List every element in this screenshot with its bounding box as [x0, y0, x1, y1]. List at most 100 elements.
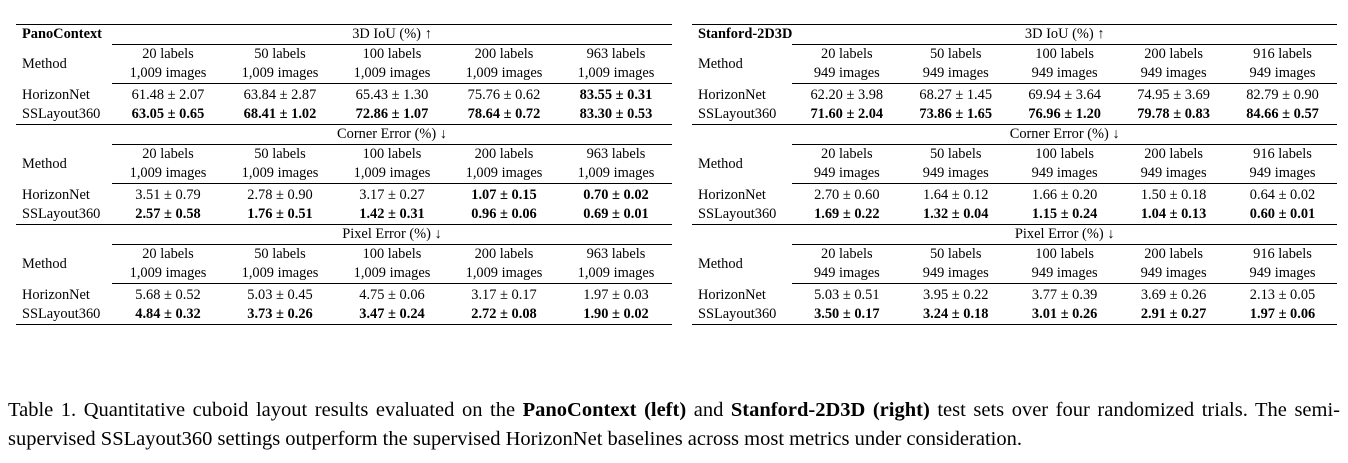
- column-labels: 50 labels: [929, 46, 982, 62]
- method-header: Method: [698, 55, 743, 72]
- metric-value: 75.76 ± 0.62: [467, 87, 541, 103]
- metric-value: 73.86 ± 1.65: [901, 105, 1011, 125]
- column-labels: 916 labels: [1253, 246, 1312, 262]
- column-images-row: 949 images 949 images 949 images 949 images…: [692, 164, 1337, 184]
- column-images: 1,009 images: [448, 64, 560, 84]
- column-labels: 50 labels: [254, 46, 306, 62]
- column-images: 1,009 images: [560, 64, 672, 84]
- column-images: 1,009 images: [448, 264, 560, 284]
- table-row: HorizonNet 3.51 ± 0.79 2.78 ± 0.90 3.17 ± 0…: [16, 186, 672, 205]
- metric-value: 1.97 ± 0.03: [583, 287, 649, 303]
- metric-title: 3D IoU (%) ↑: [792, 24, 1337, 45]
- column-images-row: 1,009 images 1,009 images 1,009 images 1,00…: [16, 264, 672, 284]
- method-name: SSLayout360: [692, 305, 793, 325]
- column-images-row: 949 images 949 images 949 images 949 images…: [692, 64, 1337, 84]
- empty-cell: [16, 225, 112, 245]
- column-labels: 50 labels: [929, 246, 982, 262]
- metric-value: 68.41 ± 1.02: [224, 105, 336, 125]
- column-images: 1,009 images: [336, 264, 448, 284]
- column-labels: 200 labels: [474, 46, 534, 62]
- results-tables: PanoContext 3D IoU (%) ↑ Method 20 labels 50…: [16, 24, 1337, 386]
- caption-right-dataset: Stanford-2D3D (right): [730, 399, 930, 421]
- metric-value: 68.27 ± 1.45: [919, 87, 993, 103]
- column-images: 949 images: [1010, 164, 1120, 184]
- panocontext-table: PanoContext 3D IoU (%) ↑ Method 20 labels 50…: [16, 24, 672, 325]
- column-label-row: Method 20 labels 50 labels 100 labels 200 la…: [16, 245, 672, 272]
- column-images-row: 1,009 images 1,009 images 1,009 images 1,00…: [16, 164, 672, 184]
- column-labels: 50 labels: [254, 246, 306, 262]
- column-images: 1,009 images: [112, 164, 224, 184]
- column-images: 949 images: [792, 164, 902, 184]
- column-images: 949 images: [901, 264, 1011, 284]
- column-images: 949 images: [792, 64, 902, 84]
- metric-value: 3.17 ± 0.27: [359, 187, 425, 203]
- column-labels: 963 labels: [586, 146, 646, 162]
- metric-value: 74.95 ± 3.69: [1137, 87, 1210, 103]
- table-row: HorizonNet 2.70 ± 0.60 1.64 ± 0.12 1.66 ± 0…: [692, 186, 1337, 205]
- metric-value: 69.94 ± 3.64: [1028, 87, 1101, 103]
- method-name: SSLayout360: [16, 205, 112, 225]
- column-images: 949 images: [1010, 64, 1120, 84]
- column-label-row: Method 20 labels 50 labels 100 labels 200 la…: [16, 145, 672, 172]
- column-labels: 20 labels: [821, 146, 873, 162]
- column-images-row: 1,009 images 1,009 images 1,009 images 1,00…: [16, 64, 672, 84]
- caption-text-1: Quantitative cuboid layout results evalu…: [83, 399, 516, 421]
- column-labels: 200 labels: [1144, 246, 1203, 262]
- metric-value: 83.55 ± 0.31: [579, 87, 653, 103]
- metric-header-row: PanoContext 3D IoU (%) ↑: [16, 24, 672, 45]
- method-header: Method: [22, 255, 67, 272]
- column-images: 1,009 images: [560, 164, 672, 184]
- metric-value: 1.32 ± 0.04: [901, 205, 1011, 225]
- column-images: 1,009 images: [560, 264, 672, 284]
- method-name: SSLayout360: [692, 105, 793, 125]
- metric-header-row: Corner Error (%) ↓: [16, 124, 672, 145]
- metric-value: 0.70 ± 0.02: [583, 187, 649, 203]
- metric-value: 2.13 ± 0.05: [1249, 287, 1316, 303]
- metric-value: 63.84 ± 2.87: [243, 87, 317, 103]
- column-labels: 200 labels: [474, 246, 534, 262]
- metric-value: 2.91 ± 0.27: [1119, 305, 1229, 325]
- metric-title: 3D IoU (%) ↑: [112, 24, 672, 45]
- table-row: HorizonNet 61.48 ± 2.07 63.84 ± 2.87 65.43 …: [16, 86, 672, 105]
- dataset-name: Stanford-2D3D: [692, 24, 793, 45]
- metric-value: 3.51 ± 0.79: [135, 187, 201, 203]
- column-images: 1,009 images: [224, 64, 336, 84]
- method-name: SSLayout360: [692, 205, 793, 225]
- column-label-row: Method 20 labels 50 labels 100 labels 200 la…: [16, 45, 672, 72]
- column-images: 1,009 images: [448, 164, 560, 184]
- metric-value: 0.64 ± 0.02: [1249, 187, 1316, 203]
- metric-value: 3.95 ± 0.22: [922, 287, 989, 303]
- metric-value: 3.47 ± 0.24: [336, 305, 448, 325]
- table-row: HorizonNet 62.20 ± 3.98 68.27 ± 1.45 69.94 …: [692, 86, 1337, 105]
- column-labels: 200 labels: [1144, 146, 1203, 162]
- column-labels: 963 labels: [586, 46, 646, 62]
- column-labels: 20 labels: [142, 46, 194, 62]
- metric-value: 1.64 ± 0.12: [922, 187, 989, 203]
- metric-value: 3.24 ± 0.18: [901, 305, 1011, 325]
- column-labels: 100 labels: [362, 46, 422, 62]
- column-labels: 20 labels: [821, 46, 873, 62]
- metric-title: Pixel Error (%) ↓: [792, 224, 1337, 245]
- table-row: SSLayout360 1.69 ± 0.22 1.32 ± 0.04 1.15 ± …: [692, 205, 1337, 225]
- column-images: 1,009 images: [336, 64, 448, 84]
- column-images: 1,009 images: [112, 264, 224, 284]
- column-images: 949 images: [1119, 264, 1229, 284]
- metric-header-row: Stanford-2D3D 3D IoU (%) ↑: [692, 24, 1337, 45]
- metric-value: 2.57 ± 0.58: [112, 205, 224, 225]
- table-row: SSLayout360 71.60 ± 2.04 73.86 ± 1.65 76.96…: [692, 105, 1337, 125]
- column-images: 1,009 images: [112, 64, 224, 84]
- table-row: HorizonNet 5.03 ± 0.51 3.95 ± 0.22 3.77 ± 0…: [692, 286, 1337, 305]
- metric-value: 83.30 ± 0.53: [560, 105, 672, 125]
- column-images: 949 images: [792, 264, 902, 284]
- metric-value: 1.90 ± 0.02: [560, 305, 672, 325]
- method-header: Method: [698, 255, 743, 272]
- column-images: 949 images: [901, 164, 1011, 184]
- column-labels: 916 labels: [1253, 46, 1312, 62]
- method-name: HorizonNet: [22, 287, 90, 303]
- metric-title: Pixel Error (%) ↓: [112, 224, 672, 245]
- metric-value: 1.42 ± 0.31: [336, 205, 448, 225]
- method-header: Method: [698, 155, 743, 172]
- metric-header-row: Corner Error (%) ↓: [692, 124, 1337, 145]
- method-header: Method: [22, 55, 67, 72]
- metric-value: 71.60 ± 2.04: [792, 105, 902, 125]
